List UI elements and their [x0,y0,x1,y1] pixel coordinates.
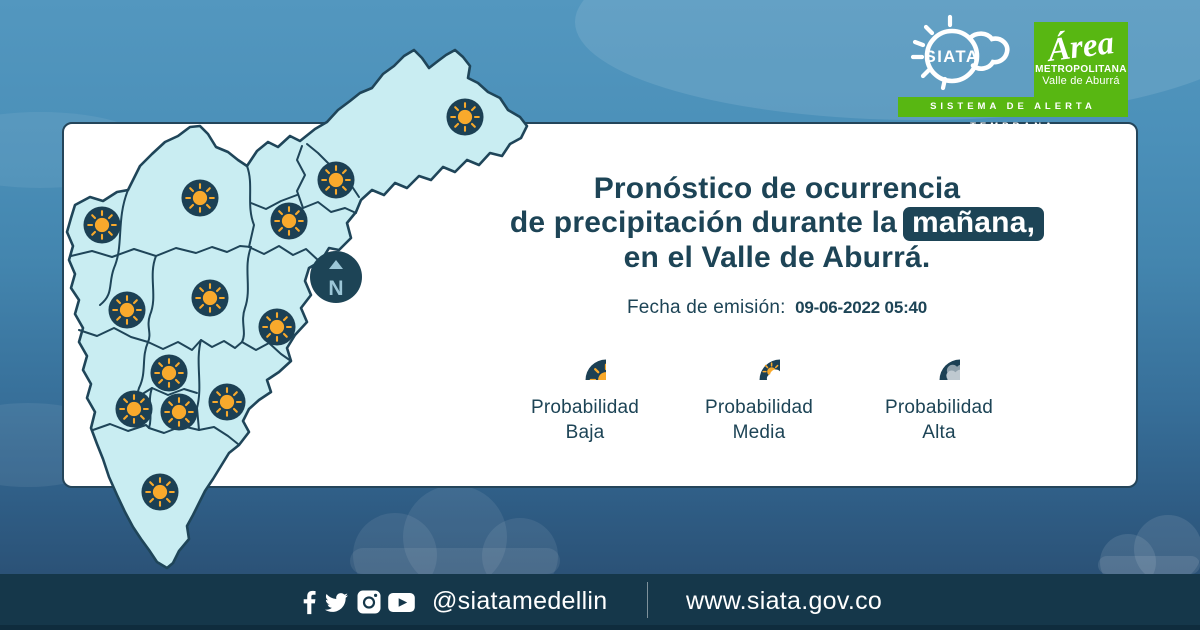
title-highlight-manana: mañana, [903,207,1045,241]
probability-legend: Probabilidad Baja Probabilidad Media Pro… [477,338,1077,448]
legend-item-media: Probabilidad Media [674,338,844,445]
legend-label: Probabilidad Media [704,397,814,443]
header-logos: SIATA Área METROPOLITANA Valle de Aburrá… [898,12,1130,132]
forecast-title: Pronóstico de ocurrencia de precipitació… [477,172,1077,325]
forecast-card: Pronóstico de ocurrencia de precipitació… [62,122,1138,488]
legend-label: Probabilidad Alta [884,397,994,443]
youtube-icon [388,592,415,612]
social-icons [303,589,415,615]
area-logo-metro: METROPOLITANA [1035,63,1127,75]
siata-logo: SIATA [910,14,1010,91]
area-logo-valle: Valle de Aburrá [1042,74,1120,87]
area-logo-script: Área [1046,24,1116,69]
rain-cloud-icon [918,338,960,380]
alert-system-banner: SISTEMA DE ALERTA TEMPRANA [898,97,1128,132]
twitter-icon [325,592,349,612]
title-line-3: en el Valle de Aburrá. [623,241,931,274]
legend-label: Probabilidad Baja [530,397,640,443]
sun-icon [564,338,606,380]
legend-item-alta: Probabilidad Alta [854,338,1024,445]
sun-behind-rain-cloud-icon [738,338,780,380]
emission-value: 09-06-2022 05:40 [795,298,928,317]
instagram-icon [357,590,381,614]
footer-bar: @siatamedellin www.siata.gov.co [0,574,1200,630]
website-url: www.siata.gov.co [686,587,883,615]
legend-item-baja: Probabilidad Baja [500,338,670,445]
emission-date-line: Fecha de emisión: 09-06-2022 05:40 [477,291,1077,325]
footer-divider [647,582,648,618]
area-metropolitana-logo: Área METROPOLITANA Valle de Aburrá [1034,22,1128,100]
title-line-1: Pronóstico de ocurrencia [593,172,961,205]
emission-label: Fecha de emisión: [626,297,786,318]
social-handle: @siatamedellin [432,587,608,615]
svg-text:SIATA: SIATA [925,48,980,66]
title-line-2: de precipitación durante la mañana, [477,206,1077,241]
title-line-2-text: de precipitación durante la [509,206,898,239]
facebook-icon [303,590,316,615]
